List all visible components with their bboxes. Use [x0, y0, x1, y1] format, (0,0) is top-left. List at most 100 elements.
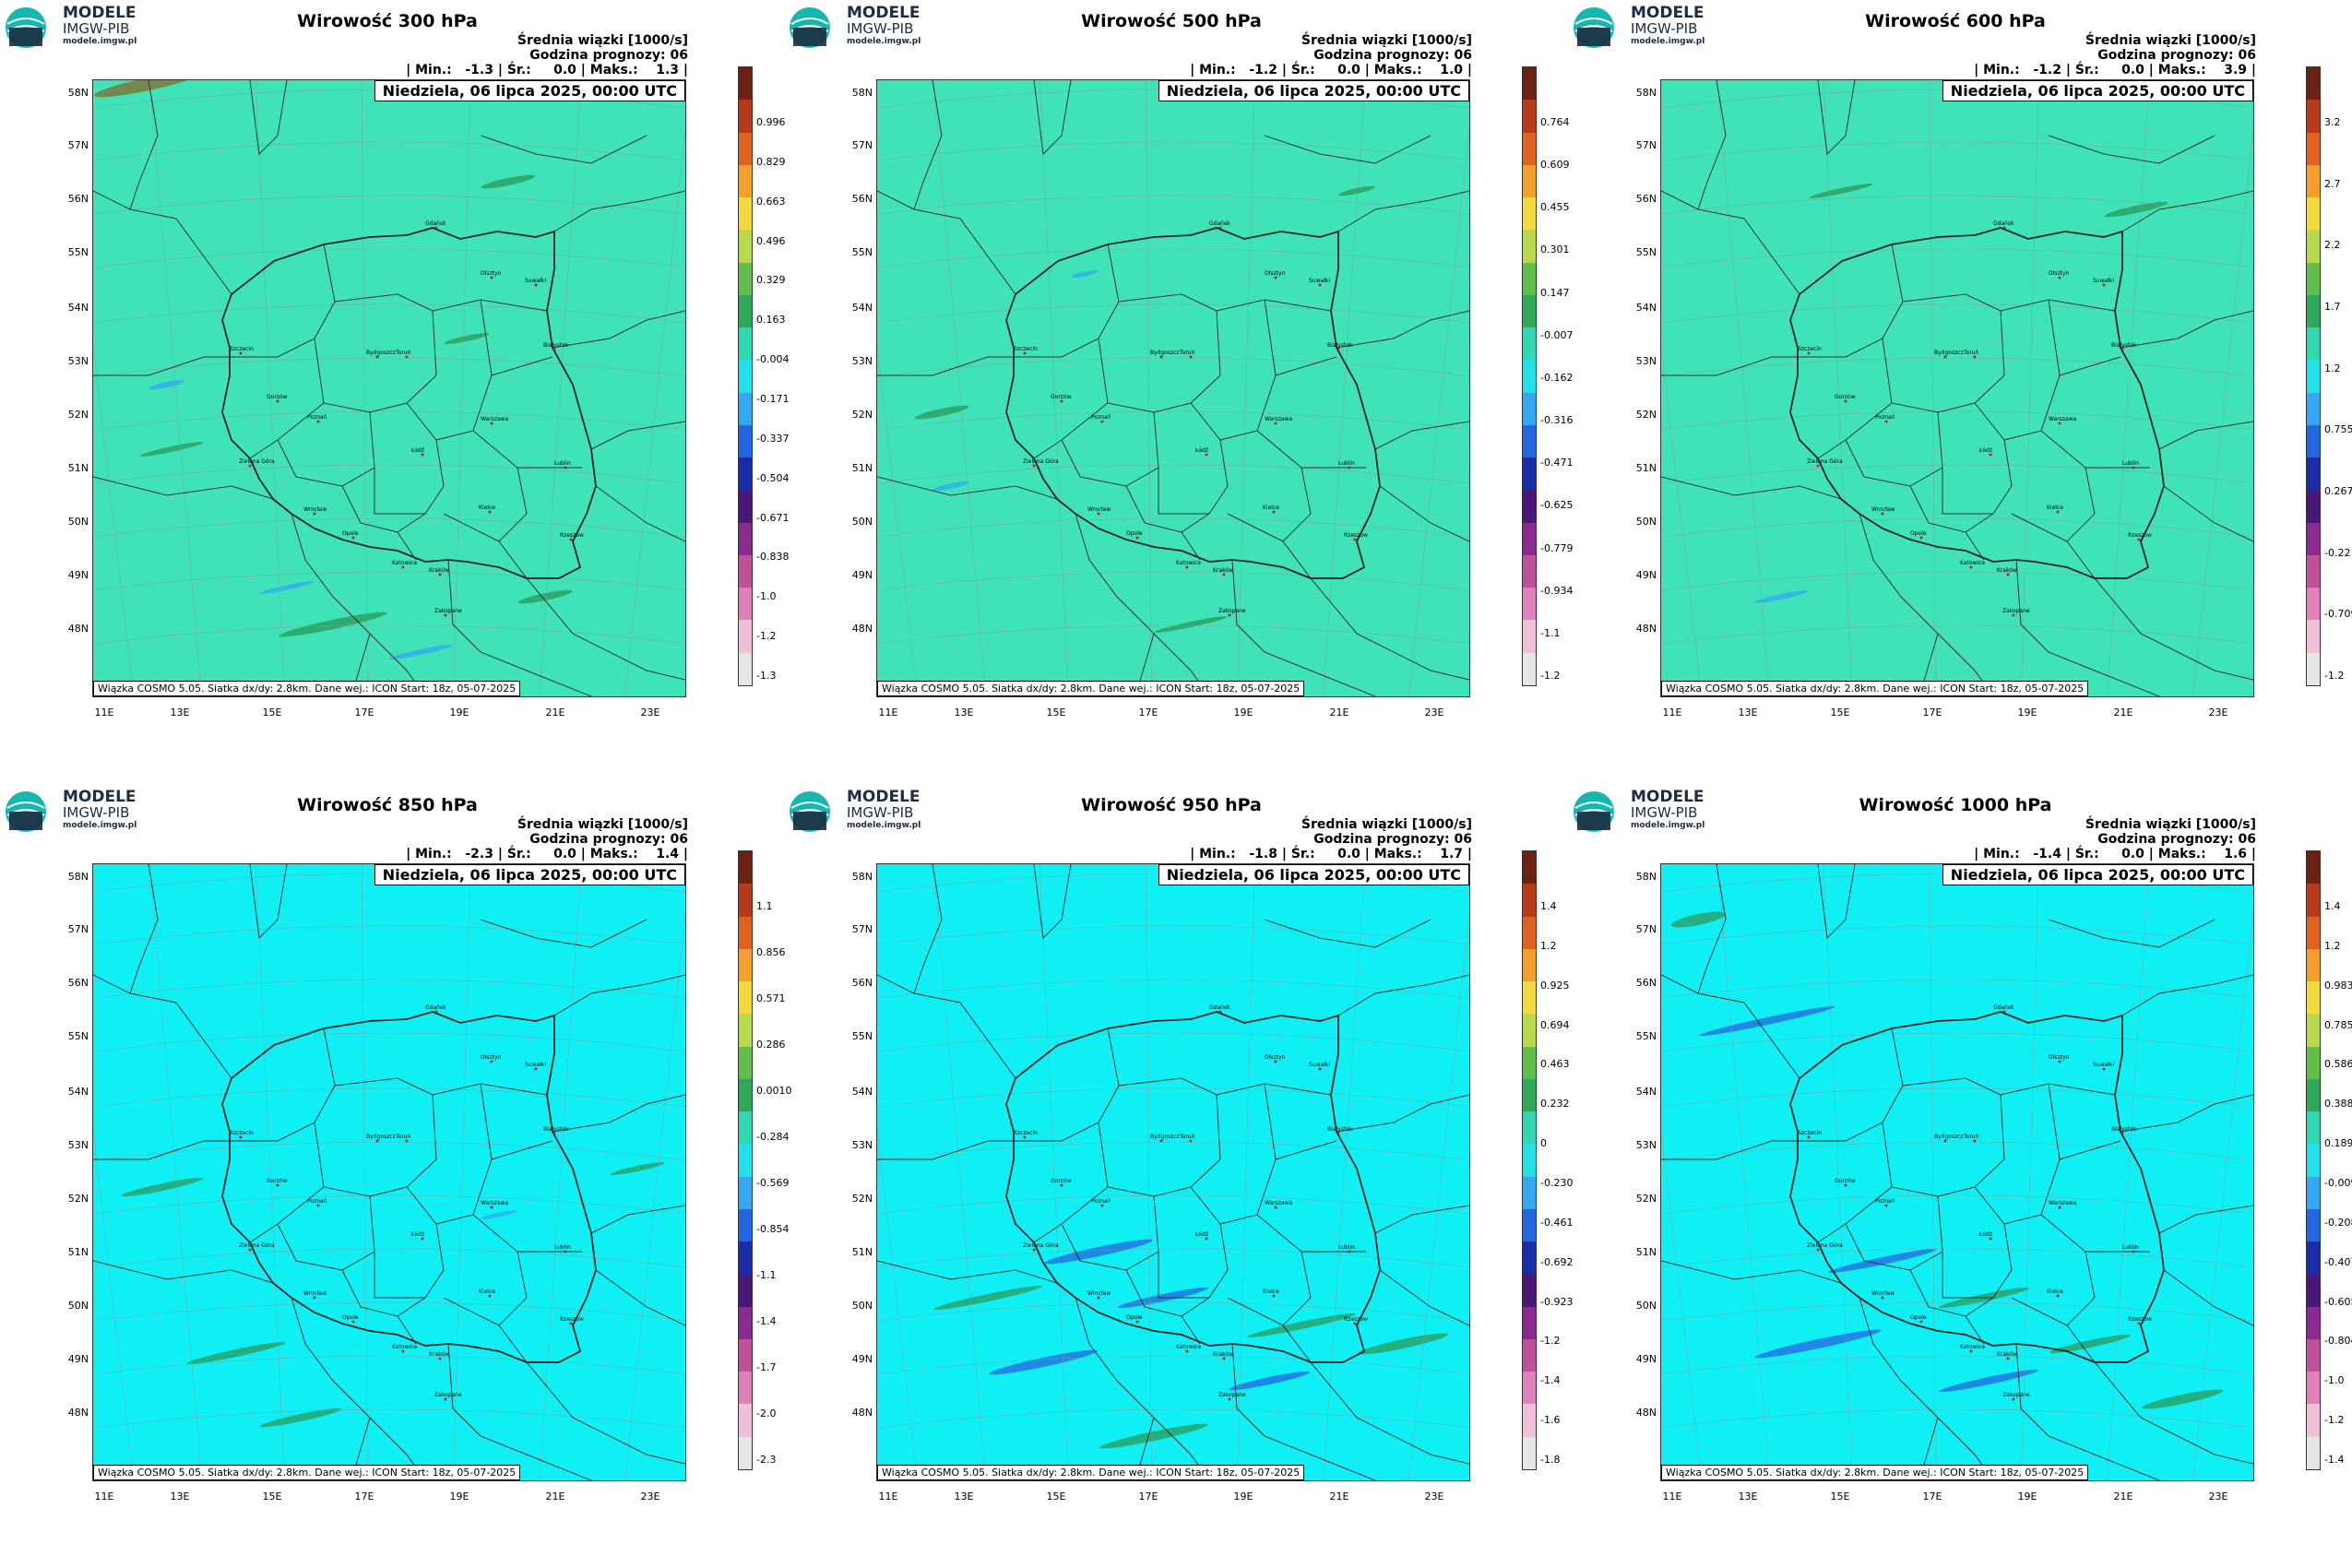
lat-label: 50N [1635, 1300, 1657, 1312]
logo-line2: IMGW-PIB [63, 20, 130, 37]
lon-label: 17E [1922, 707, 1942, 719]
colorbar-tick-label: 3.2 [2324, 116, 2341, 128]
lat-label: 55N [67, 246, 89, 258]
colorbar-tick-label: -0.923 [1540, 1295, 1574, 1308]
city-marker: Wrocław [1871, 506, 1895, 516]
svg-text:Gorzów: Gorzów [1835, 1178, 1856, 1184]
svg-text:Rzeszów: Rzeszów [560, 1316, 584, 1323]
svg-text:Olsztyn: Olsztyn [2049, 1054, 2070, 1061]
svg-text:Zielona Góra: Zielona Góra [1807, 458, 1843, 465]
lat-label: 50N [67, 1300, 89, 1312]
colorbar-segment [739, 67, 752, 101]
lat-label: 58N [851, 871, 873, 883]
colorbar-segment [2307, 262, 2320, 295]
lat-label: 57N [851, 139, 873, 151]
lat-label: 53N [1635, 1139, 1657, 1151]
city-marker: Gdańsk [425, 1004, 446, 1014]
colorbar-segment [739, 262, 752, 295]
map-frame: Gdańsk Olsztyn Suwałki Szczecin Bydgoszcz Tor… [1660, 79, 2254, 697]
city-marker: Lublin [1338, 1244, 1355, 1253]
city-marker: Opole [1126, 530, 1143, 540]
colorbar-tick-label: 0.163 [756, 314, 786, 327]
colorbar-segment [739, 652, 752, 685]
city-marker: Toruń [395, 1134, 411, 1143]
colorbar-segment [2307, 948, 2320, 981]
colorbar-tick-label: -1.2 [2324, 1414, 2345, 1427]
colorbar-segment [739, 1144, 752, 1177]
colorbar-segment [1523, 948, 1536, 981]
colorbar-segment [739, 588, 752, 621]
svg-text:Lublin: Lublin [2122, 460, 2139, 467]
lat-label: 55N [1635, 1030, 1657, 1042]
lon-label: 11E [94, 1491, 114, 1503]
svg-text:Wrocław: Wrocław [303, 1290, 327, 1297]
svg-text:Rzeszów: Rzeszów [2128, 532, 2152, 539]
colorbar-segment [2307, 522, 2320, 555]
city-marker: Kraków [429, 567, 449, 576]
mean-header: Średnia wiązki [1000/s] [1301, 33, 1472, 48]
logo-line2: IMGW-PIB [847, 20, 914, 37]
stats-line: | Min.: -1.3 | Śr.: 0.0 | Maks.: 1.3 | [406, 63, 688, 77]
colorbar [738, 66, 753, 686]
city-marker: Kraków [1997, 1351, 2017, 1360]
city-marker: Szczecin [230, 1130, 254, 1139]
colorbar-segment [1523, 1436, 1536, 1469]
city-marker: Toruń [1179, 1134, 1195, 1143]
svg-text:Gdańsk: Gdańsk [1993, 220, 2014, 227]
svg-text:Białystok: Białystok [2111, 1126, 2137, 1133]
svg-text:Łódź: Łódź [410, 1231, 424, 1238]
svg-text:Zielona Góra: Zielona Góra [239, 1242, 275, 1249]
city-marker: Rzeszów [560, 532, 584, 541]
colorbar-tick-label: -1.4 [1540, 1374, 1561, 1387]
lon-label: 15E [1830, 1491, 1850, 1503]
map-panel: MODELE IMGW-PIB modele.imgw.pl Wirowość … [0, 0, 789, 784]
colorbar-segment [739, 1372, 752, 1405]
colorbar-segment [1523, 1306, 1536, 1339]
lat-label: 58N [67, 871, 89, 883]
colorbar-segment [2307, 230, 2320, 263]
svg-text:Katowice: Katowice [392, 560, 417, 566]
city-marker: Gorzów [267, 394, 288, 403]
colorbar-tick-label: 0.586 [2324, 1058, 2352, 1071]
city-marker: Gdańsk [1209, 220, 1230, 230]
city-marker: Zakopane [2002, 608, 2030, 617]
colorbar-tick-label: -0.854 [756, 1223, 790, 1235]
colorbar-tick-label: -0.009 [2324, 1177, 2352, 1189]
lat-label: 49N [67, 1353, 89, 1365]
map-canvas: Gdańsk Olsztyn Suwałki Szczecin Bydgoszcz Tor… [877, 80, 1469, 696]
colorbar-segment [2307, 1176, 2320, 1209]
colorbar-segment [739, 1046, 752, 1079]
svg-text:Białystok: Białystok [1327, 1126, 1353, 1133]
colorbar-segment [1523, 1046, 1536, 1079]
colorbar-tick-label: 2.2 [2324, 239, 2341, 252]
stats-line: | Min.: -1.2 | Śr.: 0.0 | Maks.: 1.0 | [1190, 63, 1472, 77]
svg-text:Zakopane: Zakopane [1218, 1392, 1246, 1398]
city-marker: Suwałki [525, 1062, 546, 1071]
logo-text: MODELE IMGW-PIB modele.imgw.pl [63, 6, 137, 46]
lat-label: 48N [67, 1407, 89, 1419]
lat-label: 54N [851, 302, 873, 314]
colorbar-segment [1523, 1111, 1536, 1145]
colorbar-segment [2307, 1436, 2320, 1469]
lat-label: 48N [67, 623, 89, 635]
city-marker: Kraków [429, 1351, 449, 1360]
colorbar-segment [739, 132, 752, 165]
city-marker: Toruń [395, 350, 411, 359]
colorbar-segment [739, 392, 752, 425]
svg-text:Gdańsk: Gdańsk [425, 220, 446, 227]
colorbar-tick-label: 1.1 [756, 900, 773, 912]
panel-info: Średnia wiązki [1000/s] Godzina prognozy… [517, 33, 688, 63]
city-marker: Wrocław [303, 1290, 327, 1300]
city-marker: Białystok [1327, 1126, 1353, 1135]
colorbar-segment [1523, 851, 1536, 885]
colorbar-segment [1523, 884, 1536, 917]
city-marker: Rzeszów [2128, 532, 2152, 541]
colorbar-segment [739, 1208, 752, 1241]
svg-text:Poznań: Poznań [307, 1198, 327, 1205]
lat-label: 51N [1635, 462, 1657, 474]
svg-text:Warszawa: Warszawa [2049, 1200, 2077, 1206]
city-marker: Wrocław [303, 506, 327, 516]
city-marker: Łódź [1194, 1231, 1208, 1241]
svg-text:Katowice: Katowice [1176, 1344, 1201, 1350]
colorbar-segment [739, 1241, 752, 1275]
